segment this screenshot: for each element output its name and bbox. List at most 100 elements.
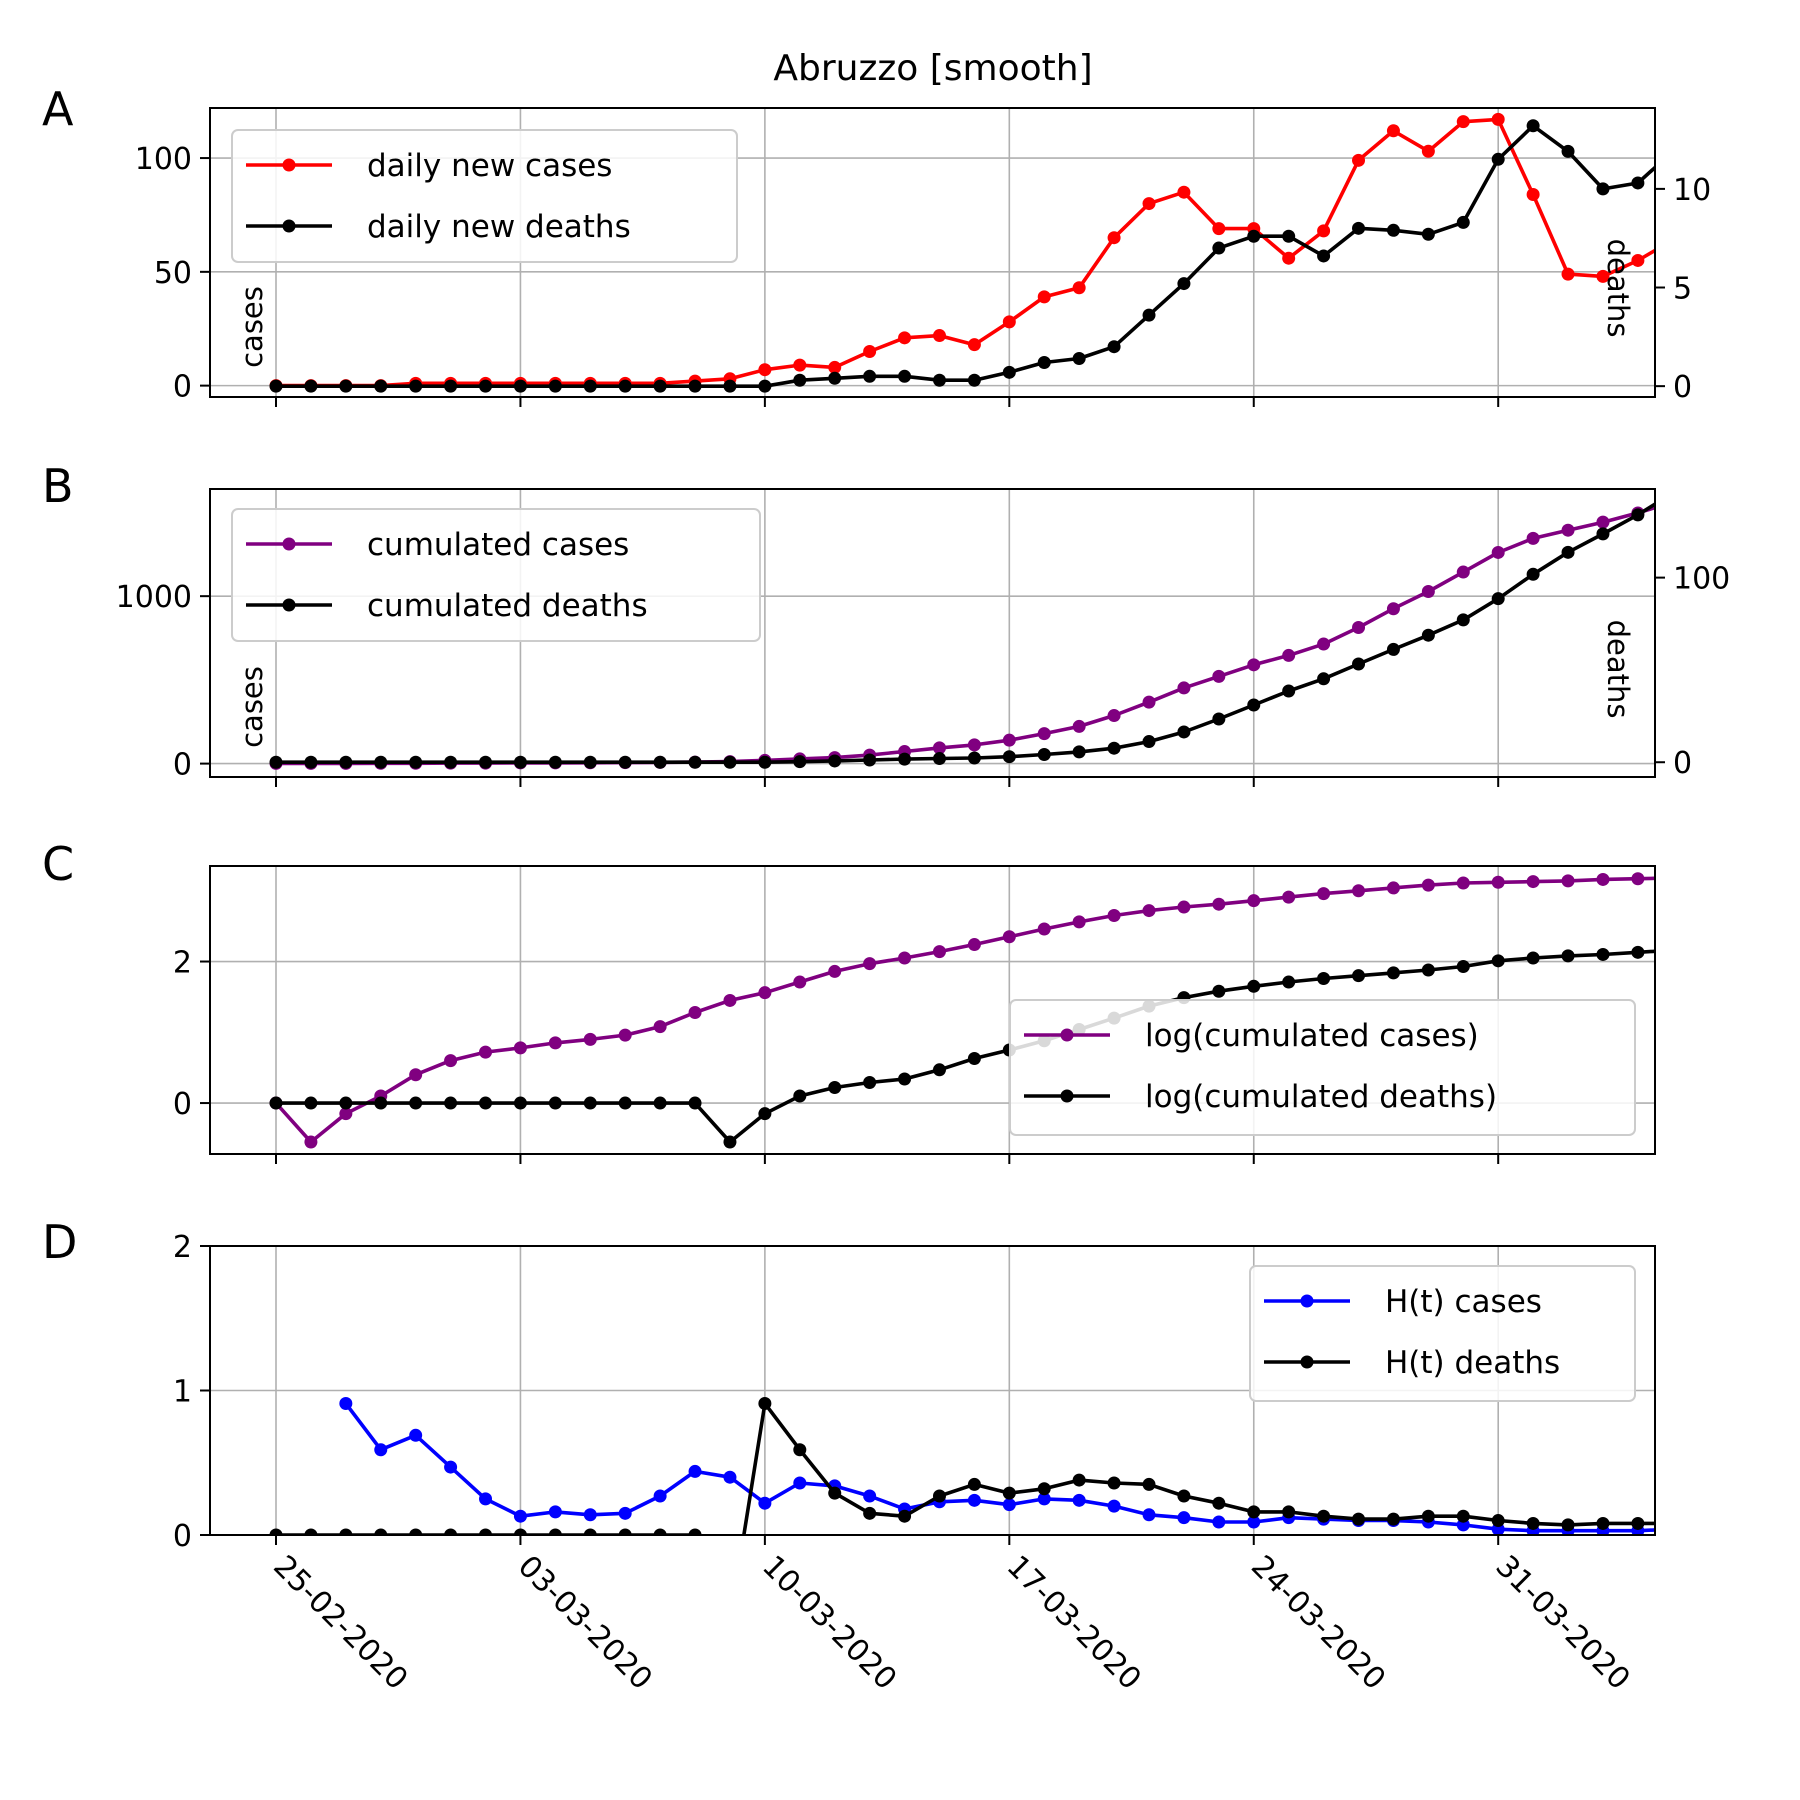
data-point bbox=[1631, 872, 1645, 886]
data-point bbox=[479, 1528, 493, 1535]
data-point bbox=[339, 1107, 353, 1121]
data-point bbox=[1386, 881, 1400, 895]
y-tick-label: 1 bbox=[173, 1375, 192, 1410]
data-point bbox=[1247, 229, 1261, 243]
data-point bbox=[618, 1528, 632, 1535]
data-point bbox=[1317, 249, 1331, 263]
y-tick-label: 50 bbox=[154, 256, 192, 291]
data-point bbox=[863, 753, 877, 767]
data-point bbox=[653, 1528, 667, 1535]
data-point bbox=[1072, 719, 1086, 733]
data-point bbox=[1631, 508, 1645, 522]
data-point bbox=[618, 755, 632, 769]
data-point bbox=[653, 1489, 667, 1503]
data-point bbox=[1491, 152, 1505, 166]
data-point bbox=[1666, 486, 1679, 499]
data-point bbox=[583, 755, 597, 769]
data-point bbox=[653, 379, 667, 393]
data-point bbox=[1491, 592, 1505, 606]
data-point bbox=[1596, 1516, 1610, 1530]
data-point bbox=[723, 993, 737, 1007]
data-point bbox=[269, 755, 283, 769]
y-tick-label: 0 bbox=[173, 748, 192, 783]
data-point bbox=[1317, 672, 1331, 686]
legend-label: H(t) cases bbox=[1385, 1284, 1542, 1320]
data-point bbox=[653, 755, 667, 769]
data-point bbox=[1072, 1473, 1086, 1487]
data-point bbox=[269, 1528, 283, 1535]
data-point bbox=[374, 1443, 388, 1457]
data-point bbox=[793, 1443, 807, 1457]
legend-marker bbox=[282, 598, 296, 612]
data-point bbox=[828, 964, 842, 978]
data-point bbox=[409, 1096, 423, 1110]
data-point bbox=[1421, 628, 1435, 642]
data-point bbox=[1282, 684, 1296, 698]
data-point bbox=[1212, 241, 1226, 255]
data-point bbox=[1456, 565, 1470, 579]
data-point bbox=[374, 1528, 388, 1535]
y-axis-label: cases bbox=[235, 286, 269, 368]
data-point bbox=[1631, 253, 1645, 267]
data-point bbox=[1177, 725, 1191, 739]
data-point bbox=[1421, 878, 1435, 892]
data-point bbox=[758, 1107, 772, 1121]
panel-letter: C bbox=[42, 837, 74, 891]
data-point bbox=[1491, 954, 1505, 968]
data-point bbox=[1386, 223, 1400, 237]
data-point bbox=[1491, 112, 1505, 126]
y2-tick-label: 100 bbox=[1673, 562, 1730, 597]
data-point bbox=[1212, 669, 1226, 683]
data-point bbox=[793, 755, 807, 769]
plot-area-D bbox=[269, 1397, 1655, 1535]
data-point bbox=[374, 379, 388, 393]
data-point bbox=[1212, 712, 1226, 726]
data-point bbox=[653, 1096, 667, 1110]
plot-area-C bbox=[269, 872, 1655, 1149]
data-point bbox=[863, 1076, 877, 1090]
legend-marker bbox=[282, 158, 296, 172]
data-point bbox=[898, 331, 912, 345]
data-point bbox=[548, 1096, 562, 1110]
data-point bbox=[1142, 308, 1156, 322]
panel-letter: B bbox=[42, 459, 74, 513]
panel-D: 0 1 2 H(t) cases H(t) deaths D bbox=[42, 1215, 1656, 1554]
data-point bbox=[863, 1506, 877, 1520]
data-point bbox=[1352, 1512, 1366, 1526]
data-point bbox=[1526, 119, 1540, 133]
data-point bbox=[1177, 1511, 1191, 1525]
data-point bbox=[339, 1397, 353, 1411]
data-point bbox=[967, 338, 981, 352]
data-point bbox=[444, 1460, 458, 1474]
data-point bbox=[932, 329, 946, 343]
data-point bbox=[828, 754, 842, 768]
data-point bbox=[793, 373, 807, 387]
data-point bbox=[1212, 1496, 1226, 1510]
data-point bbox=[1142, 1477, 1156, 1491]
data-point bbox=[1421, 963, 1435, 977]
data-point bbox=[1666, 233, 1679, 246]
data-point bbox=[688, 1005, 702, 1019]
data-point bbox=[1072, 1493, 1086, 1507]
data-point bbox=[1002, 365, 1016, 379]
data-point bbox=[898, 369, 912, 383]
data-point bbox=[758, 986, 772, 1000]
legend-label: log(cumulated cases) bbox=[1145, 1018, 1479, 1054]
data-point bbox=[1142, 695, 1156, 709]
data-point bbox=[828, 360, 842, 374]
data-point bbox=[513, 755, 527, 769]
data-point bbox=[548, 379, 562, 393]
panel-C: 0 2 log(cumulated cases) log(cumulated deat… bbox=[42, 837, 1656, 1164]
data-point bbox=[967, 373, 981, 387]
data-point bbox=[688, 755, 702, 769]
data-point bbox=[339, 1528, 353, 1535]
y-tick-label: 0 bbox=[173, 370, 192, 405]
data-point bbox=[1317, 224, 1331, 238]
data-point bbox=[374, 755, 388, 769]
y2-tick-label: 5 bbox=[1673, 272, 1692, 307]
data-point bbox=[1107, 909, 1121, 923]
data-point bbox=[1247, 1515, 1261, 1529]
data-point bbox=[409, 1528, 423, 1535]
data-point bbox=[1247, 894, 1261, 908]
data-point bbox=[1177, 277, 1191, 291]
